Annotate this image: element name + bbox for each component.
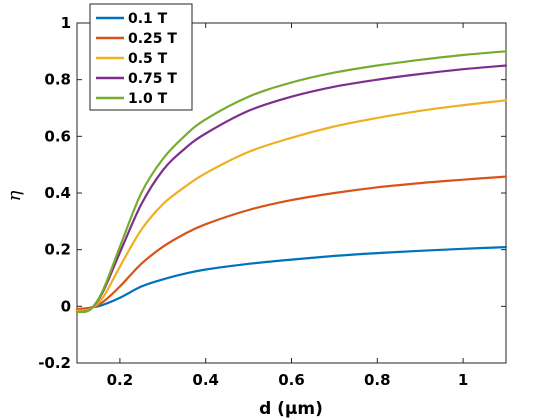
y-tick-label: -0.2 xyxy=(38,354,71,372)
legend-label: 0.75 T xyxy=(128,71,177,87)
y-tick-label: 0.2 xyxy=(44,241,71,259)
series-line-1 xyxy=(75,175,508,311)
y-tick-label: 0.8 xyxy=(44,71,71,89)
series-line-2 xyxy=(75,99,508,312)
y-tick-label: 0.4 xyxy=(44,184,71,202)
y-ticks: -0.2 0 0.2 0.4 0.6 0.8 1 xyxy=(38,14,506,372)
y-axis-label: η xyxy=(4,190,25,201)
legend-label: 0.5 T xyxy=(128,51,168,67)
x-tick-label: 1 xyxy=(458,371,468,389)
x-tick-label: 0.8 xyxy=(364,371,391,389)
y-tick-label: 1 xyxy=(61,14,71,32)
x-axis-label: d (μm) xyxy=(259,399,323,419)
y-tick-label: 0.6 xyxy=(44,127,71,145)
y-tick-label: 0 xyxy=(61,297,71,315)
x-tick-label: 0.2 xyxy=(107,371,134,389)
legend-label: 0.25 T xyxy=(128,31,177,47)
series-line-4 xyxy=(75,50,508,314)
legend: 0.1 T 0.25 T 0.5 T 0.75 T 1.0 T xyxy=(89,3,193,111)
legend-label: 1.0 T xyxy=(128,91,168,107)
legend-label: 0.1 T xyxy=(128,11,168,27)
x-tick-label: 0.6 xyxy=(278,371,305,389)
series-lines xyxy=(75,50,508,314)
x-tick-label: 0.4 xyxy=(192,371,219,389)
series-line-0 xyxy=(75,246,508,311)
x-ticks: 0.2 0.4 0.6 0.8 1 xyxy=(107,23,468,389)
